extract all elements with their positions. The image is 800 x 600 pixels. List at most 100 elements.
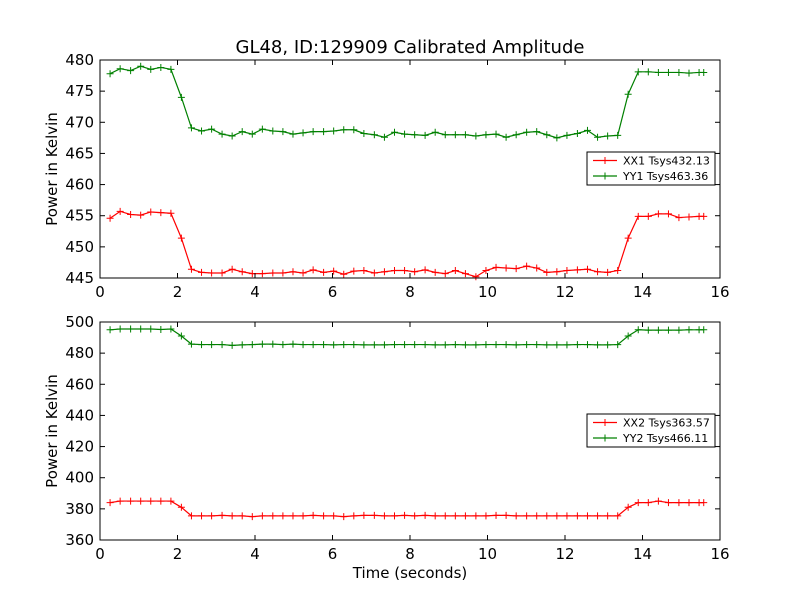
data-point (147, 325, 155, 333)
data-point (279, 269, 287, 277)
data-point (685, 69, 693, 77)
data-point (441, 512, 449, 520)
data-point (299, 341, 307, 349)
data-point (360, 341, 368, 349)
data-point (634, 68, 642, 76)
data-point (248, 513, 256, 521)
data-point (492, 263, 500, 271)
data-point (380, 133, 388, 141)
data-point (340, 270, 348, 278)
x-tick-label: 4 (250, 545, 260, 563)
data-point (664, 499, 672, 507)
data-point (492, 341, 500, 349)
data-point (330, 267, 338, 275)
data-point (187, 124, 195, 132)
data-point (187, 340, 195, 348)
y-tick-label: 450 (65, 238, 94, 256)
data-point (279, 512, 287, 520)
x-tick-label: 16 (710, 545, 729, 563)
data-point (583, 512, 591, 520)
data-point (533, 512, 541, 520)
y-tick-label: 500 (65, 313, 94, 331)
x-tick-label: 4 (250, 283, 260, 301)
data-point (401, 130, 409, 138)
data-point (685, 213, 693, 221)
data-point (177, 234, 185, 242)
top-panel: 0 2 4 6 8 10 12 14 16 445 450 455 460 465 470 475 480 Pow… (43, 51, 730, 301)
data-point (431, 341, 439, 349)
data-point (238, 512, 246, 520)
data-point (106, 70, 114, 78)
data-point (421, 511, 429, 519)
data-point (157, 325, 165, 333)
y-axis-label: Power in Kelvin (43, 112, 61, 226)
data-point (127, 325, 135, 333)
data-point (391, 267, 398, 275)
data-point (116, 497, 124, 505)
legend: XX2 Tsys363.57 YY2 Tsys466.11 (586, 413, 716, 448)
data-point (451, 131, 459, 139)
y-tick-label: 480 (65, 344, 94, 362)
y-tick-label: 475 (65, 82, 94, 100)
data-point (492, 130, 500, 138)
data-point (624, 503, 632, 511)
data-point (309, 128, 317, 136)
data-point (177, 332, 185, 340)
data-point (116, 325, 124, 333)
data-point (685, 499, 693, 507)
data-point (461, 512, 469, 520)
data-point (370, 511, 378, 519)
data-point (320, 128, 328, 136)
data-point (248, 130, 256, 138)
data-point (116, 65, 124, 73)
data-point (472, 512, 480, 520)
data-point (502, 264, 510, 272)
data-point (299, 269, 307, 277)
data-point (320, 341, 328, 349)
data-point (644, 68, 652, 76)
data-point (472, 132, 480, 140)
data-point (553, 341, 561, 349)
x-tick-label: 6 (328, 283, 338, 301)
data-point (320, 268, 328, 276)
legend-label: XX2 Tsys363.57 (623, 417, 710, 430)
data-point (523, 128, 531, 136)
data-point (228, 341, 236, 349)
y-tick-label: 460 (65, 375, 94, 393)
data-point (218, 269, 226, 277)
data-point (614, 512, 622, 520)
data-point (116, 207, 124, 215)
data-point (482, 267, 490, 275)
data-point (472, 341, 480, 349)
data-point (675, 499, 683, 507)
data-point (238, 341, 246, 349)
data-point (604, 132, 612, 140)
y-tick-label: 445 (65, 269, 94, 287)
data-point (218, 341, 226, 349)
data-point (411, 268, 419, 276)
data-point (664, 68, 672, 76)
data-point (634, 326, 642, 334)
x-tick-label: 8 (405, 283, 415, 301)
data-point (350, 126, 358, 134)
data-point (391, 512, 398, 520)
data-point (380, 512, 388, 520)
data-point (127, 497, 135, 505)
data-point (228, 265, 236, 273)
data-point (604, 268, 612, 276)
data-point (512, 341, 520, 349)
data-point (502, 341, 510, 349)
data-point (533, 128, 541, 136)
data-point (654, 326, 662, 334)
data-point (401, 511, 409, 519)
data-point (208, 341, 216, 349)
data-point (624, 90, 632, 98)
data-point (543, 341, 551, 349)
y-tick-label: 360 (65, 531, 94, 549)
data-point (624, 234, 632, 242)
data-point (451, 267, 459, 275)
data-point (350, 512, 358, 520)
data-point (360, 511, 368, 519)
data-point (279, 128, 287, 136)
